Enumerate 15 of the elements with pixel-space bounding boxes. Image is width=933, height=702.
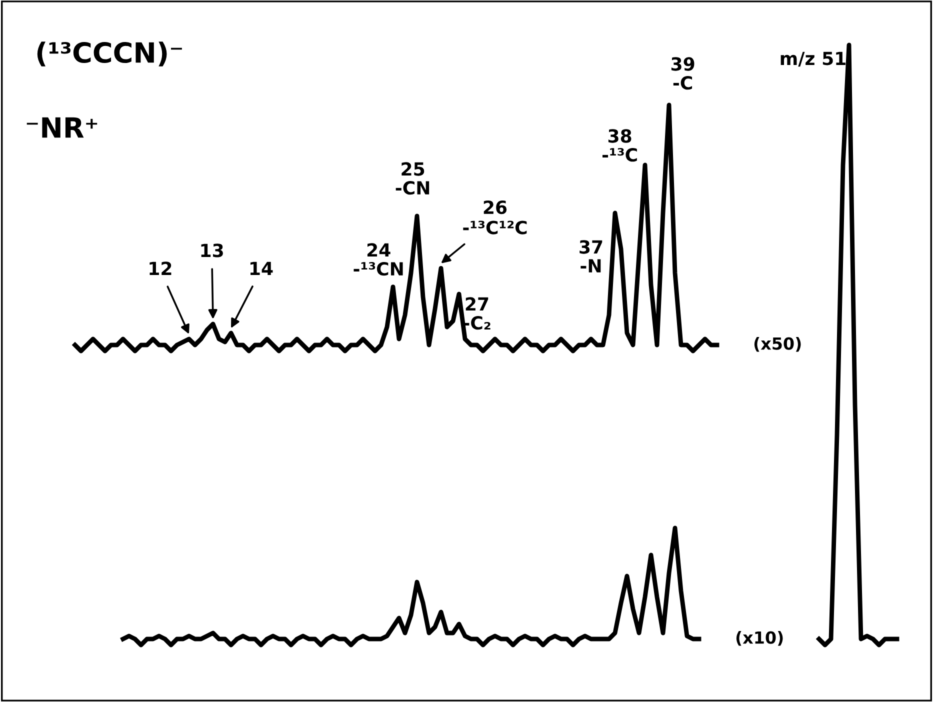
annotation: 24 -¹³CN bbox=[354, 243, 403, 276]
text: (x50) bbox=[754, 336, 801, 352]
annotation: 12 bbox=[150, 262, 172, 275]
annotation: 25 -CN bbox=[396, 162, 430, 195]
annotation: 37 -N bbox=[580, 240, 602, 272]
annotation: 13 bbox=[201, 244, 223, 258]
annotation: m/z 51 bbox=[780, 52, 846, 67]
chart-title: (¹³CCCN)⁻ bbox=[37, 42, 182, 66]
annotation: 14 bbox=[250, 262, 273, 275]
text: (x10) bbox=[736, 630, 783, 646]
annotation: 27 -C₂ bbox=[464, 297, 490, 330]
annotation: 26 -¹³C¹²C bbox=[463, 200, 527, 234]
annotation: 39 -C bbox=[671, 57, 694, 90]
text: ⁻NR⁺ bbox=[26, 117, 98, 138]
annotation: 38 -¹³C bbox=[602, 129, 637, 162]
